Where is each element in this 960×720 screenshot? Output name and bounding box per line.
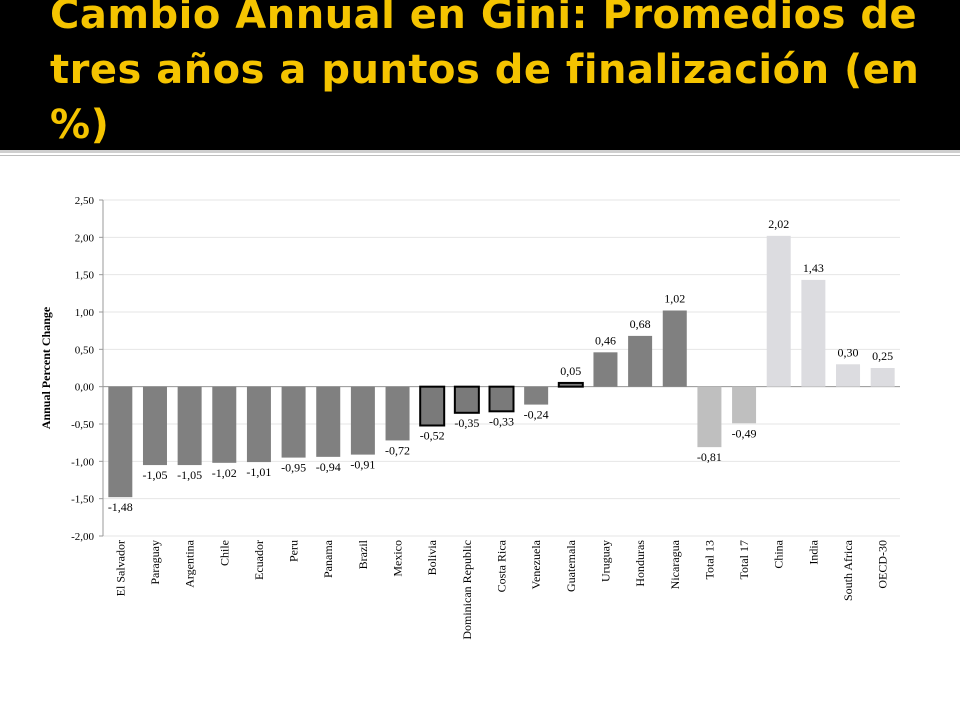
category-label: Panama	[321, 539, 335, 578]
data-label: -0,72	[385, 443, 410, 457]
data-label: 0,05	[560, 364, 581, 378]
bar	[419, 385, 446, 427]
data-label: 1,43	[803, 261, 824, 275]
y-tick-label: 1,50	[75, 270, 95, 282]
y-tick-label: 0,50	[75, 344, 95, 356]
category-label: Argentina	[183, 539, 197, 587]
category-label: Paraguay	[148, 540, 162, 585]
y-tick-label: -1,50	[71, 494, 94, 506]
category-label: Bolivia	[425, 539, 439, 575]
bar	[732, 386, 757, 424]
data-label: 0,46	[595, 333, 616, 347]
data-label: -1,02	[212, 466, 237, 480]
data-label: -0,81	[697, 450, 722, 464]
bar	[662, 310, 687, 387]
bar	[488, 385, 515, 413]
data-label: 2,02	[768, 217, 789, 231]
bar	[593, 352, 618, 387]
x-axis-categories: El Salvador Paraguay Argentina Chile Ecuador…	[113, 539, 889, 639]
bar	[246, 386, 271, 463]
data-label: -0,94	[316, 460, 341, 474]
category-label: Total 17	[737, 540, 751, 580]
data-label: 1,02	[664, 292, 685, 306]
data-label: -1,05	[177, 468, 202, 482]
y-tick-label: 0,00	[75, 382, 95, 394]
bar	[316, 386, 341, 457]
bar	[142, 386, 167, 466]
y-tick-label: 1,00	[75, 307, 95, 319]
bar	[628, 335, 653, 387]
category-label: Nicaragua	[668, 539, 682, 589]
data-label: -0,33	[489, 414, 514, 428]
bar	[177, 386, 202, 466]
data-label: -0,91	[350, 458, 375, 472]
data-label: 0,25	[872, 349, 893, 363]
page-title: Cambio Annual en Gini: Promedios de tres…	[50, 0, 920, 148]
bars	[108, 235, 895, 498]
bar	[385, 386, 410, 441]
data-label: 0,68	[630, 317, 651, 331]
category-label: Peru	[287, 540, 301, 562]
y-tick-label: -0,50	[71, 419, 94, 431]
category-label: Dominican Republic	[460, 540, 474, 640]
data-label: -0,24	[524, 408, 549, 422]
category-label: Guatemala	[564, 539, 578, 592]
category-label: Uruguay	[598, 540, 612, 582]
category-label: Total 13	[702, 540, 716, 580]
bar	[350, 386, 375, 455]
title-divider-thin	[0, 155, 960, 156]
bar	[212, 386, 237, 463]
data-label: -0,35	[454, 416, 479, 430]
y-tick-label: -2,00	[71, 531, 94, 543]
data-label: -1,05	[142, 468, 167, 482]
bar	[557, 381, 584, 388]
bar	[108, 386, 133, 498]
data-labels: -1,48 -1,05 -1,05 -1,02 -1,01 -0,95 -0,94 -0,91…	[108, 217, 893, 514]
y-tick-label: 2,00	[75, 232, 95, 244]
category-label: Honduras	[633, 540, 647, 587]
y-axis-title: Annual Percent Change	[39, 306, 53, 429]
data-label: -1,01	[246, 465, 271, 479]
bar	[453, 385, 480, 414]
title-divider	[0, 150, 960, 153]
y-tick-label: -1,00	[71, 456, 94, 468]
category-label: China	[772, 539, 786, 568]
category-label: Chile	[217, 540, 231, 566]
y-tick-label: 2,50	[75, 195, 95, 207]
category-label: Costa Rica	[495, 539, 509, 592]
data-label: -1,48	[108, 500, 133, 514]
data-label: -0,52	[420, 428, 445, 442]
bar	[801, 279, 826, 387]
category-label: South Africa	[841, 539, 855, 601]
bar	[281, 386, 306, 458]
bar	[697, 386, 722, 448]
title-banner: Cambio Annual en Gini: Promedios de tres…	[0, 0, 960, 150]
category-label: Venezuela	[529, 539, 543, 589]
bar-chart: -2,00 -1,50 -1,00 -0,50 0,00 0,50 1,00 1,50 2,00…	[39, 195, 900, 640]
bar	[870, 368, 895, 387]
bar	[766, 235, 791, 387]
category-label: El Salvador	[113, 540, 127, 596]
data-label: -0,49	[732, 426, 757, 440]
data-label: -0,95	[281, 461, 306, 475]
category-label: India	[806, 539, 820, 564]
category-label: Brazil	[356, 539, 370, 569]
category-label: Mexico	[391, 540, 405, 577]
bar	[524, 386, 549, 405]
bar	[836, 364, 861, 387]
category-label: OECD-30	[876, 540, 890, 589]
category-label: Ecuador	[252, 540, 266, 580]
data-label: 0,30	[838, 345, 859, 359]
